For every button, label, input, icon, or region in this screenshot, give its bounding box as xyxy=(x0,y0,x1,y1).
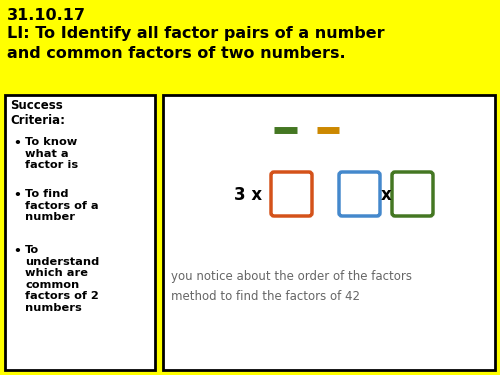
Text: Success
Criteria:: Success Criteria: xyxy=(10,99,65,127)
Text: •: • xyxy=(13,189,21,202)
Text: and common factors of two numbers.: and common factors of two numbers. xyxy=(7,46,345,61)
FancyBboxPatch shape xyxy=(392,172,433,216)
Text: •: • xyxy=(13,245,21,258)
Text: you notice about the order of the factors: you notice about the order of the factor… xyxy=(171,270,412,283)
Text: To
understand
which are
common
factors of 2
numbers: To understand which are common factors o… xyxy=(25,245,99,313)
Text: 3 x: 3 x xyxy=(234,186,262,204)
Text: LI: To Identify all factor pairs of a number: LI: To Identify all factor pairs of a nu… xyxy=(7,26,384,41)
Text: To know
what a
factor is: To know what a factor is xyxy=(25,137,78,170)
Text: 31.10.17: 31.10.17 xyxy=(7,8,86,23)
Text: method to find the factors of 42: method to find the factors of 42 xyxy=(171,290,360,303)
Text: x: x xyxy=(381,186,392,204)
Bar xyxy=(163,95,495,370)
FancyBboxPatch shape xyxy=(271,172,312,216)
Text: •: • xyxy=(13,137,21,150)
FancyBboxPatch shape xyxy=(339,172,380,216)
Text: To find
factors of a
number: To find factors of a number xyxy=(25,189,99,222)
Bar xyxy=(5,95,155,370)
